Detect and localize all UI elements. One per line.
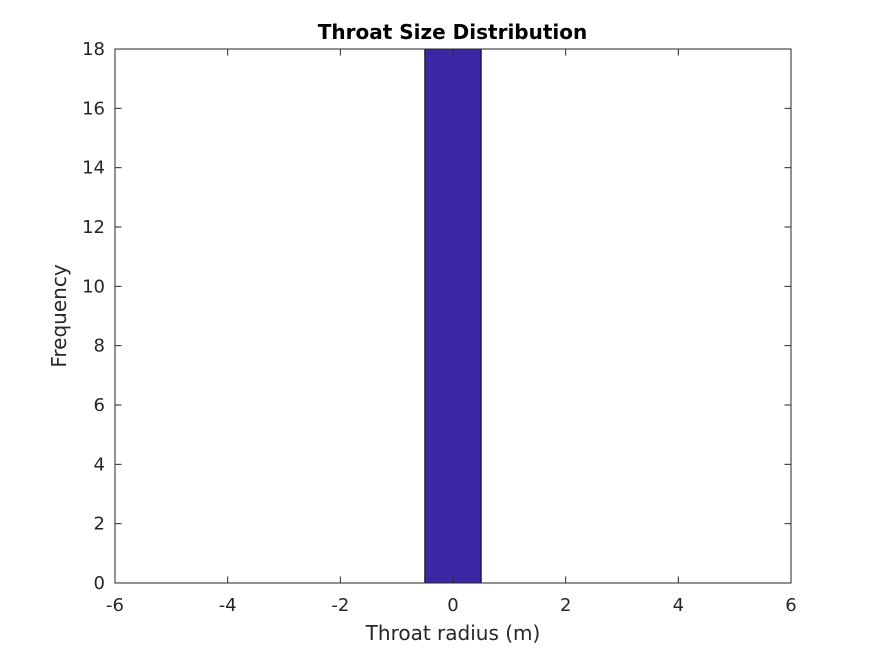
x-axis-label: Throat radius (m) <box>365 621 541 645</box>
x-tick-label: 6 <box>785 595 796 616</box>
y-tick-label: 2 <box>94 514 105 535</box>
y-tick-label: 10 <box>82 276 105 297</box>
plot-frame <box>114 48 792 584</box>
histogram-bar-0 <box>424 48 482 584</box>
y-tick-label: 6 <box>94 395 105 416</box>
x-tick-label: -2 <box>331 595 349 616</box>
y-tick-label: 12 <box>82 217 105 238</box>
y-tick-label: 16 <box>82 98 105 119</box>
x-tick-label: 2 <box>560 595 571 616</box>
x-tick-label: -6 <box>106 595 124 616</box>
y-tick-label: 4 <box>94 454 105 475</box>
y-tick-label: 18 <box>82 39 105 60</box>
y-tick-label: 14 <box>82 158 105 179</box>
y-axis-label: Frequency <box>47 264 71 367</box>
x-tick-label: 0 <box>447 595 458 616</box>
x-tick-label: -4 <box>219 595 237 616</box>
chart-title: Throat Size Distribution <box>318 20 588 44</box>
y-tick-label: 0 <box>94 573 105 594</box>
x-tick-label: 4 <box>673 595 684 616</box>
y-tick-label: 8 <box>94 336 105 357</box>
